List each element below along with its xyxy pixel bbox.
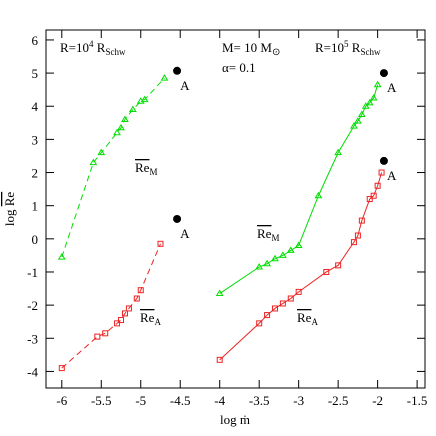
x-tick-label: -4	[214, 393, 225, 408]
y-tick-label: 2	[32, 166, 39, 181]
annotation: ReM	[257, 226, 279, 243]
point-label: A	[180, 78, 190, 93]
series-line	[219, 84, 379, 294]
marker	[128, 105, 137, 113]
marker	[369, 93, 378, 101]
marker	[373, 80, 382, 88]
marker	[216, 356, 223, 363]
y-tick-label: -1	[27, 265, 38, 280]
marker	[295, 288, 302, 295]
series-line	[61, 243, 161, 369]
marker	[287, 295, 294, 302]
marker	[157, 240, 164, 247]
marker	[255, 263, 264, 270]
marker	[137, 287, 144, 294]
marker	[366, 196, 373, 203]
series-line	[219, 172, 383, 361]
marker	[263, 259, 271, 267]
annotation: R=105 RSchw	[315, 39, 381, 57]
annotation: ReA	[297, 310, 318, 327]
point-label: A	[180, 226, 190, 241]
marker	[57, 253, 66, 260]
marker	[358, 217, 365, 224]
y-tick-label: 1	[32, 199, 39, 214]
marker	[89, 158, 98, 166]
marker	[271, 254, 279, 262]
marker	[334, 148, 343, 156]
y-tick-label: -2	[27, 298, 38, 313]
marker	[140, 95, 149, 103]
marker	[350, 122, 358, 129]
series-line	[61, 77, 165, 258]
plot-frame	[45, 29, 426, 389]
x-tick-label: -5.5	[91, 393, 112, 408]
marker	[133, 295, 140, 302]
marker	[102, 330, 109, 337]
y-axis-label: log Re	[2, 192, 17, 227]
x-axis-label: log ṁ	[220, 412, 250, 427]
x-tick-label: -2	[372, 393, 383, 408]
x-tick-label: -3.5	[249, 393, 270, 408]
point	[379, 69, 388, 78]
y-tick-label: -4	[27, 364, 38, 379]
marker	[278, 251, 287, 258]
marker	[350, 239, 357, 246]
x-tick-label: -6	[56, 393, 67, 408]
point	[379, 156, 388, 165]
marker	[294, 241, 303, 248]
marker	[117, 123, 125, 131]
marker	[94, 333, 101, 340]
marker	[271, 305, 278, 312]
marker	[361, 102, 370, 109]
point-label: A	[387, 80, 397, 95]
marker	[58, 365, 65, 372]
marker	[365, 98, 374, 106]
marker	[374, 182, 381, 189]
marker	[354, 117, 362, 124]
marker	[264, 312, 271, 319]
x-tick-label: -1.5	[407, 393, 428, 408]
marker	[160, 74, 169, 81]
point	[173, 214, 182, 223]
marker	[323, 268, 330, 275]
x-tick-label: -5	[135, 393, 146, 408]
marker	[286, 246, 295, 253]
marker	[256, 320, 263, 327]
annotation: M= 10 M⊙	[222, 40, 280, 58]
y-tick-label: -3	[27, 331, 38, 346]
annotation: R=104 RSchw	[60, 39, 126, 57]
point	[173, 66, 182, 75]
marker	[113, 128, 121, 136]
marker	[121, 115, 129, 122]
annotation: ReM	[135, 160, 157, 177]
marker	[378, 169, 385, 176]
x-tick-label: -3	[293, 393, 304, 408]
y-tick-label: 4	[32, 99, 39, 114]
marker	[279, 300, 286, 307]
y-tick-label: 0	[32, 232, 39, 247]
marker	[370, 192, 377, 199]
marker	[354, 232, 361, 239]
marker	[335, 262, 342, 269]
x-tick-label: -4.5	[170, 393, 191, 408]
y-tick-label: 5	[32, 66, 39, 81]
marker	[121, 310, 128, 317]
marker	[314, 191, 323, 199]
point-label: A	[387, 168, 397, 183]
y-tick-label: 6	[32, 33, 39, 48]
marker	[97, 148, 106, 156]
marker	[118, 317, 125, 324]
x-tick-label: -2.5	[328, 393, 349, 408]
y-tick-label: 3	[32, 132, 39, 147]
marker	[125, 305, 132, 312]
marker	[114, 320, 121, 327]
annotation: ReA	[140, 310, 161, 327]
marker	[215, 289, 224, 297]
annotation: α= 0.1	[222, 60, 256, 75]
marker	[357, 110, 366, 118]
